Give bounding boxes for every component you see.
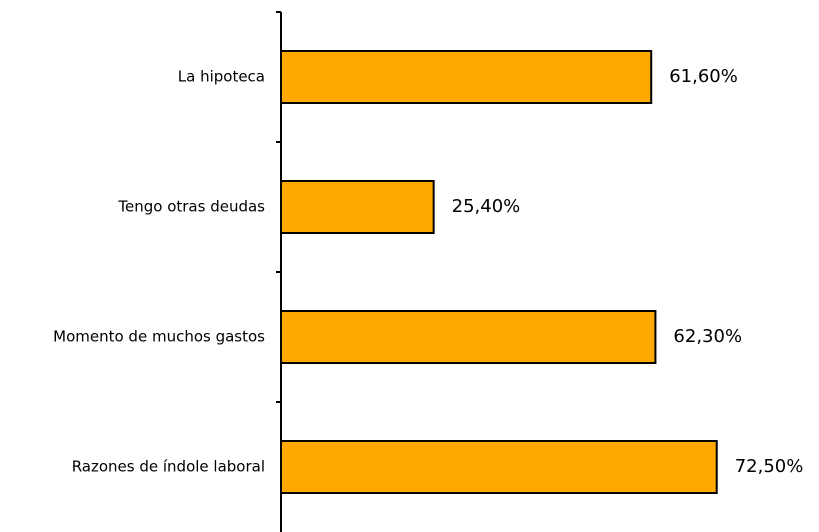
- value-label: 25,40%: [452, 196, 521, 217]
- bars-layer: [280, 50, 718, 494]
- value-label: 61,60%: [669, 66, 738, 87]
- bar-1: [280, 180, 435, 234]
- category-label: Tengo otras deudas: [117, 198, 265, 216]
- value-label: 62,30%: [673, 326, 742, 347]
- category-label: La hipoteca: [178, 68, 265, 86]
- category-label: Razones de índole laboral: [72, 458, 265, 476]
- bar-0: [280, 50, 653, 104]
- bar-2: [280, 310, 657, 364]
- value-label: 72,50%: [735, 456, 804, 477]
- y-axis: [276, 11, 282, 532]
- category-label: Momento de muchos gastos: [53, 328, 265, 346]
- labels-layer: La hipoteca 61,60% Tengo otras deudas 25,40…: [53, 66, 803, 477]
- bar-3: [280, 440, 718, 494]
